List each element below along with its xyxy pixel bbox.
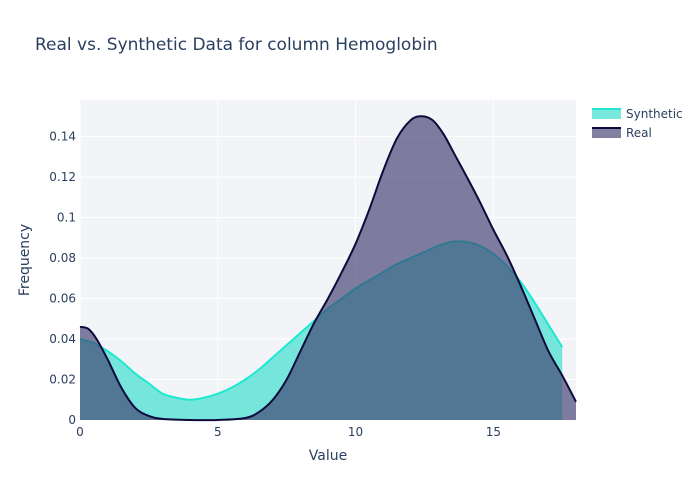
legend-item-real[interactable]: Real	[592, 126, 652, 140]
y-tick-label: 0.14	[49, 129, 76, 143]
y-tick-label: 0.06	[49, 291, 76, 305]
y-tick-labels: 0 0.02 0.04 0.06 0.08 0.1 0.12 0.14	[49, 129, 76, 427]
y-tick-label: 0	[68, 413, 76, 427]
y-tick-label: 0.02	[49, 372, 76, 386]
x-tick-label: 5	[214, 425, 222, 439]
x-tick-label: 15	[486, 425, 501, 439]
x-tick-label: 0	[76, 425, 84, 439]
series-layer	[79, 115, 577, 422]
x-tick-label: 10	[348, 425, 363, 439]
real-area	[80, 116, 576, 421]
y-tick-label: 0.08	[49, 251, 76, 265]
legend-swatch	[592, 128, 621, 138]
y-tick-label: 0.12	[49, 170, 76, 184]
legend-item-synthetic[interactable]: Synthetic	[592, 107, 683, 121]
y-tick-label: 0.1	[57, 210, 76, 224]
y-tick-label: 0.04	[49, 332, 76, 346]
legend[interactable]: Synthetic Real	[592, 107, 683, 140]
legend-label: Real	[626, 126, 652, 140]
chart-title: Real vs. Synthetic Data for column Hemog…	[35, 35, 438, 55]
y-axis-title: Frequency	[17, 224, 33, 296]
legend-label: Synthetic	[626, 107, 683, 121]
real-line	[79, 115, 577, 422]
x-tick-labels: 0 5 10 15	[76, 425, 501, 439]
x-axis-title: Value	[309, 448, 347, 464]
legend-swatch	[592, 109, 621, 119]
